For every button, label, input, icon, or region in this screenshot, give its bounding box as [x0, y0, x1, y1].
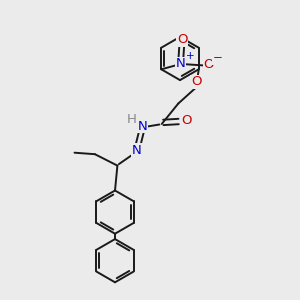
Text: −: − [212, 51, 222, 64]
Text: O: O [191, 75, 202, 88]
Text: O: O [203, 58, 214, 71]
Text: O: O [177, 33, 188, 46]
Text: +: + [186, 51, 194, 62]
Text: N: N [132, 144, 142, 157]
Text: N: N [138, 120, 148, 133]
Text: H: H [127, 112, 137, 126]
Text: O: O [181, 114, 191, 128]
Text: N: N [176, 57, 186, 70]
